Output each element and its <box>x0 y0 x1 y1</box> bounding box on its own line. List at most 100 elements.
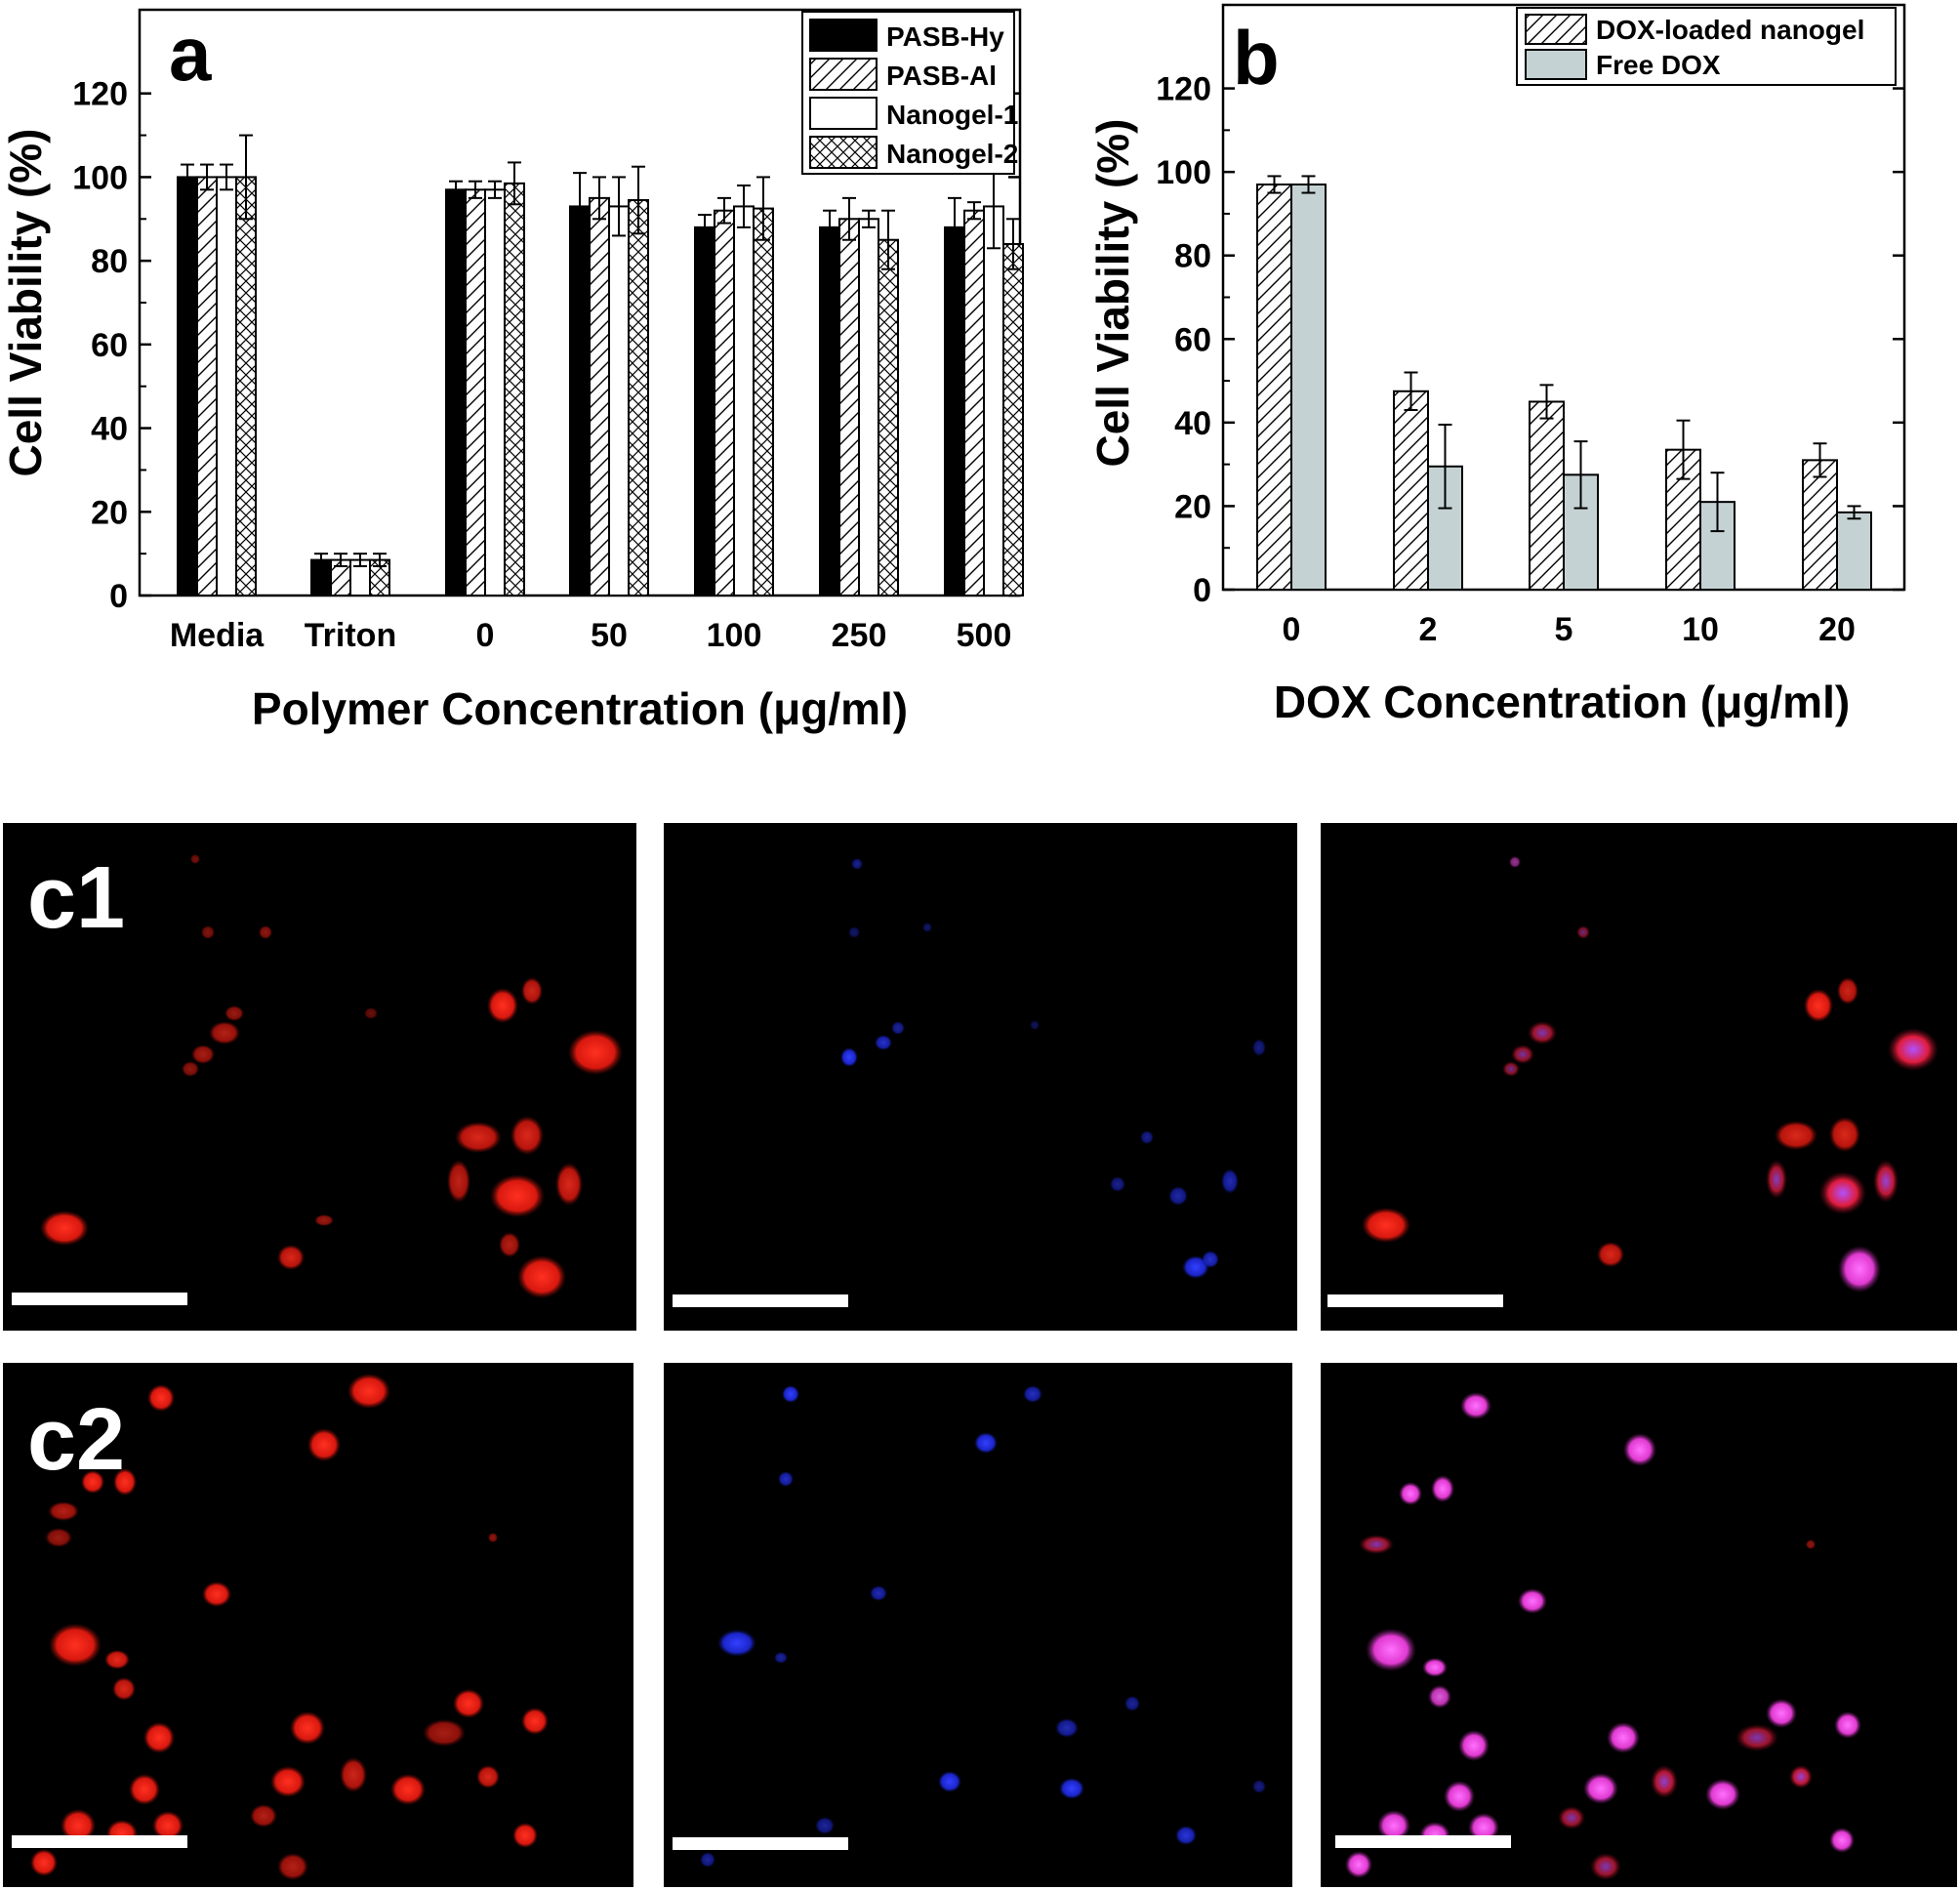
y-ticks-a: 0 20 40 60 80 100 120 <box>72 76 1020 615</box>
legend-label: Nanogel-1 <box>886 100 1018 130</box>
y-ticks-b: 0 20 40 60 80 100 120 <box>1156 71 1904 609</box>
y-tick-label: 40 <box>91 411 128 448</box>
legend-label: Nanogel-2 <box>886 139 1018 169</box>
y-tick-label: 60 <box>91 327 128 364</box>
legend-b: DOX-loaded nanogel Free DOX <box>1516 7 1897 86</box>
micrograph-c1-blue <box>664 823 1297 1331</box>
x-tick-label: 500 <box>957 617 1012 654</box>
legend-swatch <box>1525 14 1587 45</box>
y-tick-label: 0 <box>1193 572 1211 609</box>
x-tick-label: 0 <box>476 617 495 654</box>
bar <box>1256 183 1292 591</box>
bar <box>878 238 899 596</box>
micrograph-c2-red: c2 <box>3 1363 633 1887</box>
legend-swatch <box>809 58 878 91</box>
legend-swatch <box>809 19 878 52</box>
y-tick-label: 120 <box>72 76 128 113</box>
x-tick-label: 20 <box>1818 611 1856 648</box>
bar <box>694 226 715 596</box>
micrograph-c1-merged <box>1321 823 1957 1331</box>
x-tick-label: 2 <box>1419 611 1438 648</box>
legend-label: PASB-Al <box>886 61 997 91</box>
legend-label: DOX-loaded nanogel <box>1596 15 1864 45</box>
bar <box>484 188 506 597</box>
legend-label: PASB-Hy <box>886 21 1004 52</box>
x-tick-label: 0 <box>1283 611 1301 648</box>
scale-bar <box>12 1835 187 1848</box>
y-tick-label: 100 <box>72 159 128 196</box>
bar <box>504 182 525 596</box>
scale-bar <box>673 1837 848 1850</box>
y-tick-label: 0 <box>109 578 128 615</box>
bar <box>1802 459 1838 591</box>
bar <box>628 199 649 596</box>
y-tick-label: 40 <box>1174 405 1211 442</box>
row-label-c1: c1 <box>27 849 125 947</box>
micrograph-c2-merged <box>1321 1363 1957 1887</box>
bar <box>1836 511 1872 592</box>
bar <box>714 209 735 596</box>
y-tick-label: 20 <box>1174 488 1211 525</box>
bar <box>235 176 257 597</box>
bar <box>963 209 985 596</box>
bar <box>196 176 218 597</box>
y-tick-label: 80 <box>1174 238 1211 275</box>
x-tick-labels-b: 0 2 5 10 20 <box>1283 611 1856 648</box>
bars-a <box>177 134 1024 597</box>
micrograph-grid: c1 <box>3 823 1957 1887</box>
legend-swatch <box>809 97 878 130</box>
bar <box>753 207 774 596</box>
y-tick-label: 120 <box>1156 71 1211 108</box>
legend-swatch <box>809 136 878 169</box>
bar <box>216 176 237 597</box>
legend-label: Free DOX <box>1596 50 1721 80</box>
scale-bar <box>1327 1294 1503 1307</box>
bar <box>1529 400 1565 592</box>
bar <box>445 188 467 597</box>
bar <box>1393 390 1429 591</box>
chart-panel-b: 0 20 40 60 80 100 120 0 2 5 10 20 b DOX Concentrat… <box>1087 3 1906 727</box>
bar <box>1002 243 1024 596</box>
legend-a: PASB-Hy PASB-Al Nanogel-1 Nanogel-2 <box>801 11 1018 175</box>
y-tick-label: 100 <box>1156 154 1211 191</box>
x-tick-label: 5 <box>1555 611 1573 648</box>
bar <box>569 205 591 597</box>
x-tick-label: Media <box>170 617 265 654</box>
x-tick-labels-a: Media Triton 0 50 100 250 500 <box>170 617 1012 654</box>
row-label-c2: c2 <box>27 1391 125 1489</box>
bars-b <box>1256 175 1872 592</box>
legend-swatch <box>1525 49 1587 80</box>
y-tick-label: 60 <box>1174 321 1211 358</box>
x-axis-label-a: Polymer Concentration (μg/ml) <box>252 683 908 734</box>
bar <box>177 176 198 597</box>
x-tick-label: 100 <box>707 617 762 654</box>
micrograph-c1-red: c1 <box>3 823 636 1331</box>
bar <box>608 205 630 597</box>
panel-letter-a: a <box>169 11 212 97</box>
bar <box>1290 183 1327 591</box>
bar <box>944 226 965 596</box>
bar <box>838 218 860 597</box>
x-tick-label: 10 <box>1682 611 1719 648</box>
x-axis-label-b: DOX Concentration (μg/ml) <box>1274 677 1850 727</box>
y-axis-label-b: Cell Viability (%) <box>1087 118 1138 467</box>
panel-letter-b: b <box>1233 15 1280 101</box>
bar <box>465 188 486 597</box>
bar <box>733 205 755 597</box>
micrograph-c2-blue <box>664 1363 1292 1887</box>
y-axis-label-a: Cell Viability (%) <box>0 128 51 476</box>
scale-bar <box>1335 1835 1511 1848</box>
x-tick-label: Triton <box>305 617 396 654</box>
bar <box>589 196 610 596</box>
y-tick-label: 80 <box>91 243 128 280</box>
x-tick-label: 250 <box>832 617 887 654</box>
scale-bar <box>673 1294 848 1307</box>
x-tick-label: 50 <box>591 617 628 654</box>
y-tick-label: 20 <box>91 494 128 531</box>
bar <box>819 226 840 596</box>
bar <box>983 205 1004 597</box>
bar <box>858 218 879 597</box>
scale-bar <box>12 1293 187 1305</box>
